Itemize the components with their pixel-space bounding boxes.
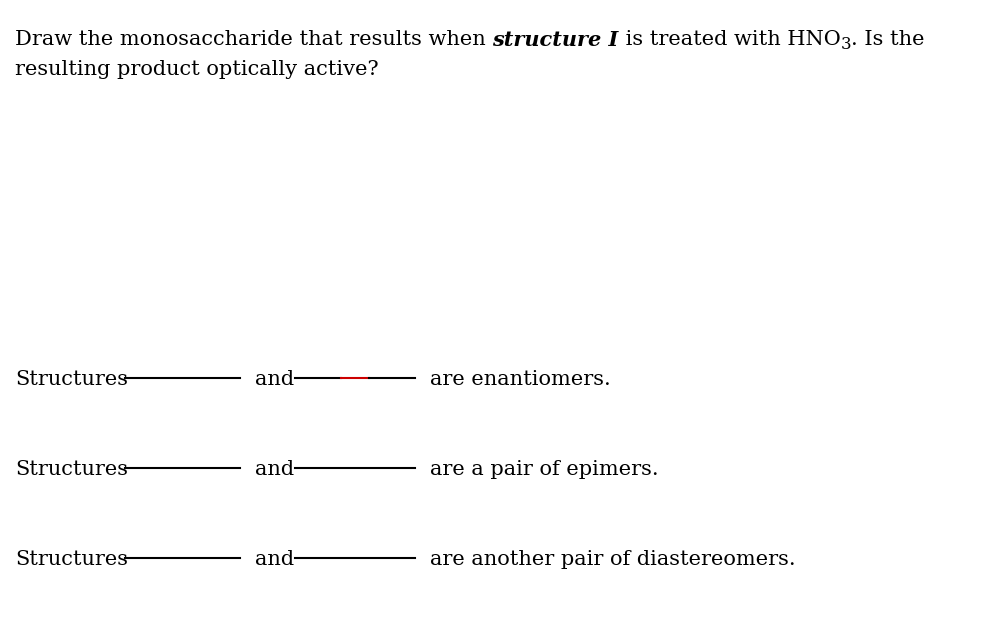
Text: resulting product optically active?: resulting product optically active? bbox=[15, 60, 378, 79]
Text: 3: 3 bbox=[840, 36, 850, 53]
Text: Structures: Structures bbox=[15, 370, 128, 389]
Text: and: and bbox=[255, 370, 294, 389]
Text: Structures: Structures bbox=[15, 550, 128, 569]
Text: and: and bbox=[255, 460, 294, 479]
Text: are another pair of diastereomers.: are another pair of diastereomers. bbox=[430, 550, 795, 569]
Text: Draw the monosaccharide that results when: Draw the monosaccharide that results whe… bbox=[15, 30, 492, 49]
Text: is treated with HNO: is treated with HNO bbox=[618, 30, 840, 49]
Text: and: and bbox=[255, 550, 294, 569]
Text: . Is the: . Is the bbox=[850, 30, 924, 49]
Text: are enantiomers.: are enantiomers. bbox=[430, 370, 610, 389]
Text: structure I: structure I bbox=[492, 30, 618, 50]
Text: are a pair of epimers.: are a pair of epimers. bbox=[430, 460, 658, 479]
Text: Structures: Structures bbox=[15, 460, 128, 479]
